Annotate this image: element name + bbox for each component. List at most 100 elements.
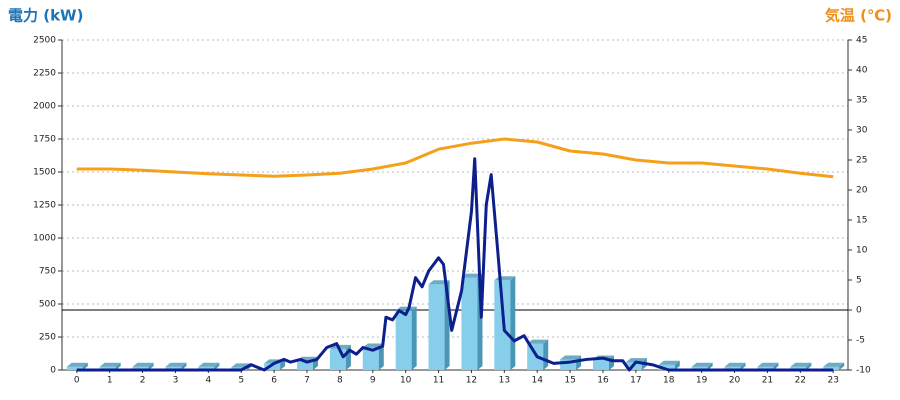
bar xyxy=(428,284,445,370)
x-tick-label: 21 xyxy=(762,376,773,386)
y2-tick-label: 15 xyxy=(856,216,867,226)
x-tick-label: 4 xyxy=(205,376,211,386)
x-tick-label: 18 xyxy=(663,376,675,386)
y2-axis-label: 気温 (℃) xyxy=(825,7,892,25)
x-tick-label: 13 xyxy=(499,376,510,386)
temperature-line xyxy=(76,137,834,179)
bar xyxy=(395,310,412,370)
x-tick-label: 8 xyxy=(337,376,343,386)
bar xyxy=(66,366,83,370)
y2-tick-label: 45 xyxy=(856,36,867,46)
bar-top xyxy=(132,362,154,367)
x-tick-label: 6 xyxy=(271,376,277,386)
x-tick-label: 10 xyxy=(400,376,412,386)
bar-side xyxy=(214,362,220,370)
y2-tick-label: 20 xyxy=(856,186,868,196)
bar-side xyxy=(839,362,845,370)
bar-top xyxy=(691,362,713,367)
y2-tick-label: 0 xyxy=(856,306,862,316)
x-tick-label: 1 xyxy=(107,376,113,386)
bar-top xyxy=(790,362,812,367)
bar-side xyxy=(543,339,549,370)
bar-side xyxy=(115,362,121,370)
bar xyxy=(823,366,840,370)
bar-top xyxy=(560,355,582,360)
y-tick-label: 2500 xyxy=(33,36,56,46)
y2-tick-label: 30 xyxy=(856,126,868,136)
bar xyxy=(264,363,281,370)
y2-tick-label: 40 xyxy=(856,66,868,76)
y2-tick-label: 5 xyxy=(856,276,862,286)
bar-top xyxy=(724,362,746,367)
bar xyxy=(560,359,577,370)
y2-tick-label: 35 xyxy=(856,96,867,106)
x-tick-label: 11 xyxy=(433,376,444,386)
bar-side xyxy=(773,362,779,370)
x-tick-label: 7 xyxy=(304,376,310,386)
bar-side xyxy=(740,362,746,370)
bar-top xyxy=(198,362,220,367)
power-line xyxy=(76,157,834,372)
bar-top xyxy=(658,360,680,365)
y-tick-label: 1000 xyxy=(33,234,56,244)
bar-top xyxy=(823,362,845,367)
bar-side xyxy=(707,362,713,370)
y2-tick-label: -10 xyxy=(856,366,871,376)
x-tick-label: 15 xyxy=(564,376,575,386)
bar xyxy=(757,366,774,370)
x-tick-label: 23 xyxy=(827,376,838,386)
y-tick-label: 250 xyxy=(39,333,56,343)
y2-tick-label: 25 xyxy=(856,156,867,166)
x-tick-label: 17 xyxy=(630,376,641,386)
bar-top xyxy=(66,362,88,367)
bar xyxy=(329,348,346,370)
bar xyxy=(198,366,215,370)
x-tick-label: 22 xyxy=(795,376,806,386)
y-tick-label: 2250 xyxy=(33,69,56,79)
y-tick-label: 0 xyxy=(50,366,56,376)
bar-side xyxy=(82,362,88,370)
bar-top xyxy=(527,339,549,344)
x-tick-label: 9 xyxy=(370,376,376,386)
bar xyxy=(592,359,609,370)
y-axis-label: 電力 (kW) xyxy=(8,7,83,25)
y-tick-label: 1500 xyxy=(33,168,56,178)
bar xyxy=(461,277,478,370)
bar xyxy=(99,366,116,370)
y-tick-label: 2000 xyxy=(33,102,56,112)
bar xyxy=(165,366,182,370)
bar-top xyxy=(99,362,121,367)
bar xyxy=(790,366,807,370)
x-tick-label: 3 xyxy=(173,376,179,386)
y-tick-label: 500 xyxy=(39,300,56,310)
x-tick-label: 2 xyxy=(140,376,146,386)
bar-side xyxy=(378,343,384,370)
x-tick-label: 5 xyxy=(238,376,244,386)
bar-top xyxy=(625,358,647,363)
bar-side xyxy=(148,362,154,370)
bar-side xyxy=(510,276,516,370)
bar xyxy=(658,364,675,370)
y-tick-label: 1250 xyxy=(33,201,56,211)
bar xyxy=(724,366,741,370)
bar-side xyxy=(806,362,812,370)
bar-top xyxy=(165,362,187,367)
bar-top xyxy=(461,273,483,278)
y2-tick-label: 10 xyxy=(856,246,868,256)
bar-side xyxy=(181,362,187,370)
y-tick-label: 1750 xyxy=(33,135,56,145)
x-tick-label: 12 xyxy=(466,376,477,386)
bar xyxy=(362,347,379,370)
bar xyxy=(132,366,149,370)
y2-tick-label: -5 xyxy=(856,336,865,346)
x-tick-label: 14 xyxy=(531,376,543,386)
bar-side xyxy=(674,360,680,370)
bar xyxy=(297,360,314,370)
x-tick-label: 16 xyxy=(597,376,609,386)
bar xyxy=(527,343,544,370)
bar-side xyxy=(411,306,417,370)
bar-side xyxy=(345,344,351,370)
bar-top xyxy=(329,344,351,349)
y-tick-label: 750 xyxy=(39,267,56,277)
